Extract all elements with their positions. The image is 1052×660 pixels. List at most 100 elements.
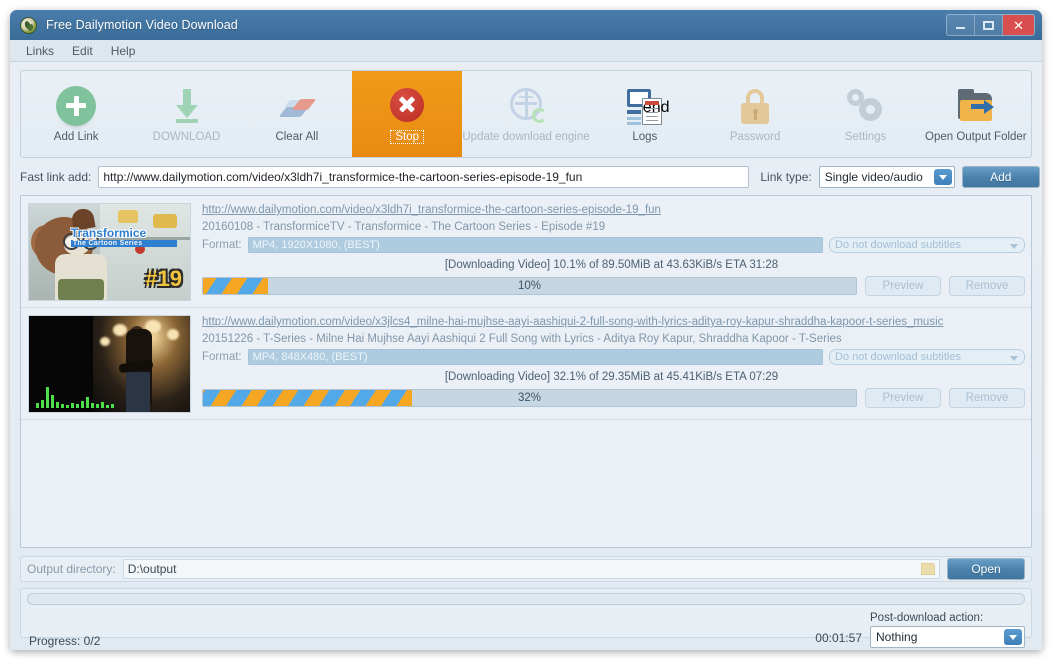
chevron-down-icon xyxy=(933,169,952,185)
progress-fill xyxy=(203,278,269,294)
output-directory-value: D:\output xyxy=(127,562,177,576)
turtle-icon xyxy=(20,16,37,34)
toolbar-button-clear-all[interactable]: Clear All xyxy=(242,71,352,157)
post-download-action-value: Nothing xyxy=(876,630,918,644)
download-list[interactable]: Transformice The Cartoon Series #19 http:… xyxy=(20,195,1032,548)
download-item-format-row: Format: MP4, 1920X1080, (BEST) Do not do… xyxy=(202,237,1025,253)
toolbar-label-password: Password xyxy=(729,130,781,143)
maximize-button[interactable] xyxy=(975,15,1003,35)
menu-bar: Links Edit Help xyxy=(10,40,1042,62)
format-label: Format: xyxy=(202,351,242,363)
add-circle-icon xyxy=(56,85,97,126)
download-item-controls: 32% Preview Remove xyxy=(202,388,1025,408)
toolbar-button-update-engine[interactable]: Update download engine xyxy=(462,71,590,157)
status-bar-row: Progress: 0/2 00:01:57 Post-download act… xyxy=(27,612,1025,648)
download-item-body: http://www.dailymotion.com/video/x3jlcs4… xyxy=(198,315,1025,413)
add-link-button[interactable]: Add xyxy=(961,166,1040,188)
logs-icon: end xyxy=(625,86,670,126)
download-item[interactable]: Transformice The Cartoon Series #19 http:… xyxy=(21,196,1031,308)
toolbar-label-open-output-folder: Open Output Folder xyxy=(925,130,1027,143)
padlock-icon xyxy=(735,86,775,126)
output-directory-label: Output directory: xyxy=(27,562,116,576)
subtitles-select[interactable]: Do not download subtitles xyxy=(829,237,1025,253)
download-item-title: 20160108 - TransformiceTV - Transformice… xyxy=(202,221,606,233)
link-type-select[interactable]: Single video/audio xyxy=(818,166,955,188)
toolbar-label-stop: Stop xyxy=(390,129,425,144)
globe-refresh-icon xyxy=(506,86,547,126)
menu-item-edit[interactable]: Edit xyxy=(72,43,93,58)
preview-button[interactable]: Preview xyxy=(865,388,941,408)
toolbar-label-settings: Settings xyxy=(844,130,887,143)
format-label: Format: xyxy=(202,239,242,251)
close-icon: ✕ xyxy=(1013,17,1024,33)
download-item-url[interactable]: http://www.dailymotion.com/video/x3jlcs4… xyxy=(202,316,944,328)
maximize-icon xyxy=(983,20,994,30)
status-bar: Progress: 0/2 00:01:57 Post-download act… xyxy=(20,588,1032,648)
subtitles-value: Do not download subtitles xyxy=(835,239,961,251)
title-bar[interactable]: Free Dailymotion Video Download ✕ xyxy=(10,10,1042,40)
remove-button[interactable]: Remove xyxy=(949,388,1025,408)
menu-item-links[interactable]: Links xyxy=(26,43,55,58)
download-arrow-icon xyxy=(167,86,207,126)
progress-count-label: Progress: 0/2 xyxy=(29,634,101,648)
link-type-value: Single video/audio xyxy=(824,170,923,184)
download-item-title: 20151226 - T-Series - Milne Hai Mujhse A… xyxy=(202,333,842,345)
subtitles-value: Do not download subtitles xyxy=(835,351,961,363)
format-value[interactable]: MP4, 848X480, (BEST) xyxy=(247,349,823,365)
toolbar-label-clear-all: Clear All xyxy=(275,130,319,143)
toolbar-label-update-engine: Update download engine xyxy=(462,130,590,143)
folder-icon[interactable] xyxy=(921,563,935,575)
toolbar-button-logs[interactable]: end Logs xyxy=(590,71,700,157)
download-item[interactable]: http://www.dailymotion.com/video/x3jlcs4… xyxy=(21,308,1031,420)
subtitles-select[interactable]: Do not download subtitles xyxy=(829,349,1025,365)
format-value[interactable]: MP4, 1920X1080, (BEST) xyxy=(247,237,823,253)
toolbar-label-logs: Logs xyxy=(632,130,658,143)
toolbar-label-download: DOWNLOAD xyxy=(152,130,221,143)
chevron-down-icon xyxy=(1004,629,1022,645)
fast-link-input[interactable]: http://www.dailymotion.com/video/x3ldh7i… xyxy=(98,166,750,188)
download-progress-bar: 10% xyxy=(202,277,857,295)
download-item-body: http://www.dailymotion.com/video/x3ldh7i… xyxy=(198,203,1025,301)
window-title: Free Dailymotion Video Download xyxy=(46,18,238,32)
client-area: Add Link DOWNLOAD Clear All Stop xyxy=(10,62,1042,650)
fast-link-row: Fast link add: http://www.dailymotion.co… xyxy=(20,165,1040,189)
link-type-label: Link type: xyxy=(760,170,812,184)
toolbar-label-add-link: Add Link xyxy=(53,130,99,143)
post-download-action-select[interactable]: Nothing xyxy=(870,626,1025,648)
fast-link-label: Fast link add: xyxy=(20,170,92,184)
minimize-button[interactable] xyxy=(947,15,975,35)
gears-icon xyxy=(845,86,885,126)
output-directory-row: Output directory: D:\output Open xyxy=(20,556,1032,582)
post-download-action-label: Post-download action: xyxy=(870,612,984,624)
toolbar-button-download[interactable]: DOWNLOAD xyxy=(131,71,241,157)
close-button[interactable]: ✕ xyxy=(1003,15,1034,35)
overall-progress-bar xyxy=(27,593,1025,605)
toolbar-button-open-output-folder[interactable]: Open Output Folder xyxy=(921,71,1031,157)
download-item-url[interactable]: http://www.dailymotion.com/video/x3ldh7i… xyxy=(202,204,661,216)
toolbar-button-add-link[interactable]: Add Link xyxy=(21,71,131,157)
video-thumbnail: Transformice The Cartoon Series #19 xyxy=(28,203,191,301)
audio-waveform-overlay xyxy=(34,383,118,409)
minimize-icon xyxy=(956,27,965,29)
open-output-button[interactable]: Open xyxy=(947,558,1025,580)
main-toolbar: Add Link DOWNLOAD Clear All Stop xyxy=(20,70,1032,158)
download-progress-bar: 32% xyxy=(202,389,857,407)
preview-button[interactable]: Preview xyxy=(865,276,941,296)
progress-fill xyxy=(203,390,412,406)
toolbar-button-settings[interactable]: Settings xyxy=(810,71,920,157)
elapsed-time-label: 00:01:57 xyxy=(815,631,862,645)
progress-percent-label: 32% xyxy=(517,392,542,404)
toolbar-button-stop[interactable]: Stop xyxy=(352,71,463,157)
stop-circle-icon xyxy=(387,85,427,125)
chevron-down-icon xyxy=(1010,356,1018,361)
remove-button[interactable]: Remove xyxy=(949,276,1025,296)
output-directory-input[interactable]: D:\output xyxy=(122,559,940,579)
progress-percent-label: 10% xyxy=(517,280,542,292)
download-status-text: [Downloading Video] 32.1% of 29.35MiB at… xyxy=(444,371,779,383)
toolbar-button-password[interactable]: Password xyxy=(700,71,810,157)
video-thumbnail xyxy=(28,315,191,413)
status-bar-right: 00:01:57 Post-download action: Nothing xyxy=(815,612,1025,648)
application-window: Free Dailymotion Video Download ✕ Links … xyxy=(10,10,1042,650)
menu-item-help[interactable]: Help xyxy=(110,43,136,58)
